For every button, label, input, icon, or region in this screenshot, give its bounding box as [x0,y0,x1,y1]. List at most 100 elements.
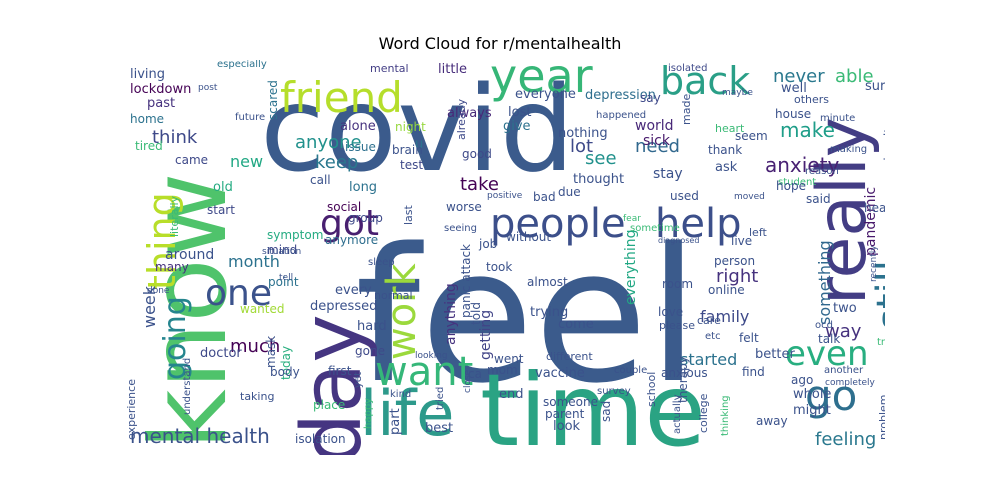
word-nothing: nothing [558,126,608,141]
word-something: something [815,240,834,325]
word-well: well [781,81,807,96]
word-much: much [230,336,280,357]
word-college: college [697,393,710,433]
word-part: part [388,408,403,435]
word-depression: depression [585,88,656,103]
word-understand: understand [182,358,193,415]
word-maybe: maybe [722,88,753,98]
word-another: another [824,365,864,376]
word-vaccine: vaccine [535,366,585,381]
word-came: came [175,153,208,167]
word-love: love [658,305,683,319]
word-past: past [147,96,175,111]
word-body: body [270,365,300,379]
word-call: call [310,173,331,187]
word-wanted: wanted [240,302,284,316]
word-thank: thank [708,143,742,157]
word-anxiety: anxiety [765,153,839,177]
word-especially: especially [217,60,267,70]
word-felt: felt [739,331,759,345]
word-still: still [869,260,885,330]
word-might: might [793,403,831,418]
word-got: got [320,203,379,244]
word-mental: mental [370,62,409,75]
word-need: need [635,136,680,157]
word-different: different [546,350,593,363]
word-week: week [140,285,159,328]
word-getting: getting [478,310,494,360]
word-home: home [130,112,164,126]
word-hope: hope [776,179,806,193]
word-future: future [235,112,265,123]
word-sleep: sleep [368,257,395,268]
word-job: job [478,237,497,251]
word-year: year [490,60,593,103]
word-ca: ca [468,367,482,381]
word-mask: mask [264,336,278,368]
word-anyone: anyone [295,132,362,153]
word-back: back [660,60,750,103]
word-live: live [731,234,752,248]
word-almost: almost [527,275,568,289]
word-old: old [213,180,233,195]
word-sure: sure [865,79,885,94]
word-night: night [395,120,426,134]
word-house: house [775,107,811,121]
word-mind: mind [267,243,297,257]
word-group: group [348,211,383,225]
word-lost: lost [508,105,531,120]
word-student: student [778,177,816,188]
word-symptom: symptom [267,228,323,242]
word-normal: normal [374,289,413,302]
word-recently: recently [869,245,879,282]
word-isolation: isolation [295,432,346,446]
word-started: started [680,350,737,369]
word-thought: thought [573,172,624,187]
word-completely: completely [825,378,876,388]
word-used: used [670,189,699,203]
word-stay: stay [653,166,683,182]
word-problem: problem [877,394,885,440]
word-mom: mom [487,363,518,377]
word-trying: trying [530,305,568,320]
word-everything: everything [623,229,639,305]
word-know: know [128,173,250,450]
word-ago: ago [791,373,813,387]
word-away: away [756,414,788,428]
word-couple: couple [614,365,647,376]
word-first: first [328,364,352,378]
word-left: left [749,226,768,239]
word-fear: fear [623,214,641,224]
word-help: help [655,201,741,247]
word-family: family [700,307,749,326]
word-took: took [486,260,512,274]
word-gone: gone [355,344,385,358]
word-tried: tried [435,387,446,410]
word-thing: thing [140,192,184,290]
word-world: world [635,118,674,134]
word-despite: despite [882,121,885,165]
word-people: people [490,201,626,247]
word-start: start [207,203,235,217]
word-good: good [462,147,492,161]
word-able: able [835,66,874,87]
word-sad: sad [599,401,613,422]
word-say: say [640,91,661,105]
word-friend: friend [280,73,403,122]
word-find: find [742,365,765,379]
word-make: make [780,118,835,142]
word-room: room [662,277,693,291]
word-many: many [155,260,189,274]
word-day: day [285,314,380,455]
word-one: one [205,273,272,314]
word-worse: worse [446,200,482,214]
word-covid: covid [260,60,575,198]
word-anymore: anymore [325,233,378,247]
word-tired: tired [135,139,163,153]
word-seem: seem [735,129,768,143]
word-doctor: doctor [200,346,242,361]
word-hard: hard [357,319,387,334]
word-come: come [558,317,594,332]
word-told: told [469,302,483,325]
word-sick: sick [643,133,671,149]
